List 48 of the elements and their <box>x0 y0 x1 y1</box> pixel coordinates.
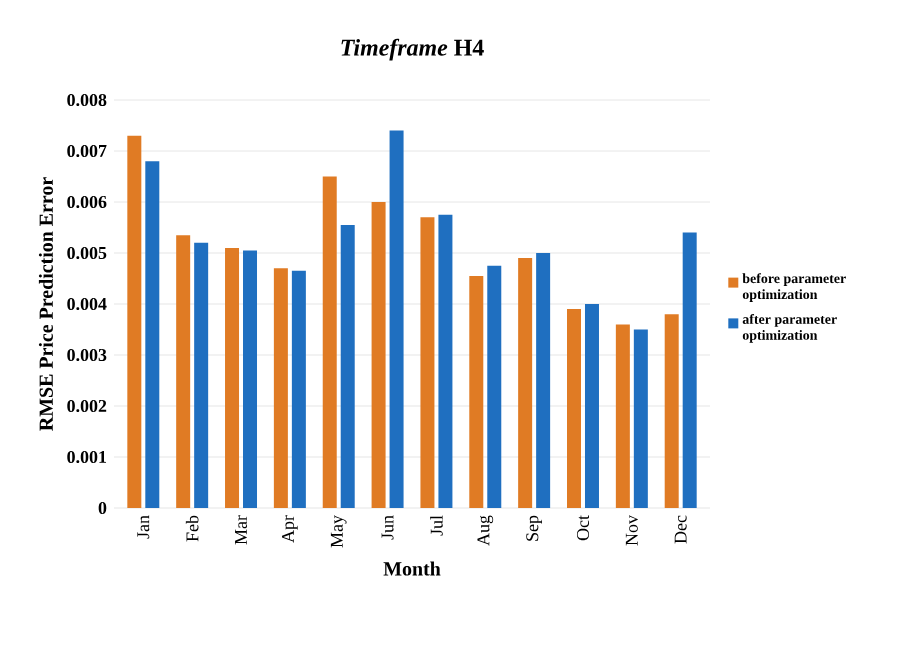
y-tick-label: 0.003 <box>67 348 107 362</box>
bar <box>176 235 191 508</box>
bar <box>487 265 502 508</box>
x-tick-label: Jun <box>381 515 394 540</box>
x-tick-label: Feb <box>185 515 199 542</box>
bar <box>584 304 599 508</box>
y-tick-label: 0 <box>98 501 107 515</box>
bar <box>664 314 679 508</box>
x-tick-label: Apr <box>282 515 298 543</box>
bar <box>322 176 337 508</box>
x-tick-label: Dec <box>674 515 687 544</box>
y-tick-label: 0.004 <box>67 297 107 311</box>
y-tick-label: 0.008 <box>67 93 107 107</box>
y-tick-label: 0.001 <box>67 450 107 464</box>
x-tick-label: Mar <box>235 515 247 545</box>
y-axis-title: RMSE Price Prediction Error <box>38 177 53 431</box>
chart-title: Timeframe H4 <box>341 38 484 61</box>
y-tick-label: 0.005 <box>67 246 107 260</box>
x-tick-label: Jul <box>430 515 443 536</box>
bar <box>273 268 288 508</box>
bar <box>145 161 160 508</box>
bar <box>469 275 484 508</box>
bar <box>225 247 240 508</box>
bar <box>633 329 648 508</box>
bar <box>291 270 306 508</box>
bar <box>340 224 355 508</box>
bar <box>243 250 258 508</box>
bar <box>682 232 697 508</box>
bar <box>518 258 533 508</box>
bar <box>615 324 630 508</box>
bar <box>194 242 209 508</box>
bar <box>127 135 142 508</box>
bar <box>536 253 551 508</box>
y-tick-label: 0.007 <box>67 144 107 158</box>
x-tick-label: Oct <box>576 515 590 541</box>
x-tick-label: Jan <box>137 515 150 539</box>
bar <box>567 309 581 508</box>
bar <box>438 214 453 508</box>
x-axis-title: Month <box>383 561 441 576</box>
x-tick-label: Nov <box>625 515 638 546</box>
bar <box>371 202 386 508</box>
x-tick-label: May <box>330 515 347 548</box>
y-tick-label: 0.006 <box>67 195 107 209</box>
x-tick-label: Sep <box>526 515 542 541</box>
bar <box>420 217 435 508</box>
bar <box>389 130 404 508</box>
x-tick-label: Aug <box>477 515 494 546</box>
y-tick-label: 0.002 <box>67 399 107 413</box>
